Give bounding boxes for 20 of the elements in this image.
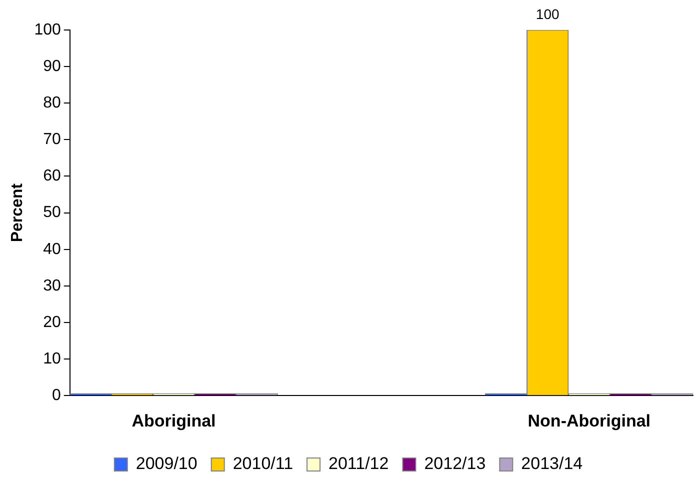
legend-label: 2011/12	[328, 454, 389, 474]
x-tick-label: Non-Aboriginal	[528, 411, 651, 430]
legend-label: 2012/13	[424, 454, 486, 474]
y-tick-label: 90	[43, 58, 61, 75]
y-tick-label: 70	[43, 131, 61, 148]
y-axis-title: Percent	[9, 182, 26, 242]
y-tick-label: 30	[43, 277, 61, 294]
y-tick-label: 10	[43, 350, 61, 368]
y-tick-label: 0	[52, 387, 61, 404]
data-label: 100	[536, 6, 560, 22]
y-tick-label: 60	[43, 168, 61, 185]
legend-label: 2009/10	[136, 454, 198, 474]
y-tick-label: 40	[43, 240, 61, 258]
y-tick-label: 20	[43, 314, 61, 331]
x-tick-label: Aboriginal	[132, 411, 216, 430]
y-tick-label: 100	[34, 21, 61, 38]
y-tick-label: 50	[43, 204, 61, 222]
legend-label: 2013/14	[521, 454, 583, 474]
legend-label: 2010/11	[232, 454, 294, 474]
y-tick-label: 80	[43, 94, 61, 112]
